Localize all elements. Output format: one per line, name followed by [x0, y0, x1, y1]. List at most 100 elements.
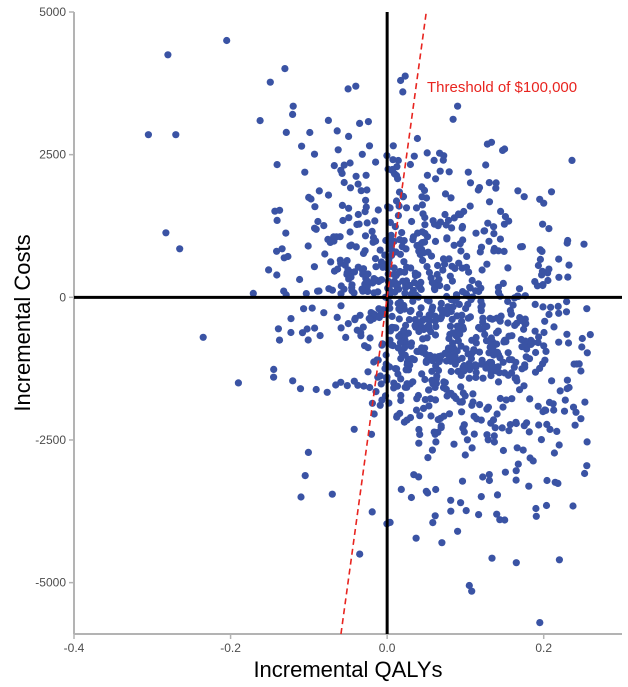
data-point — [419, 404, 428, 412]
y-tick-label: 0 — [59, 290, 66, 304]
data-point — [432, 175, 440, 183]
data-point — [409, 233, 417, 241]
data-point — [484, 403, 492, 411]
data-point — [479, 374, 487, 382]
data-point — [523, 345, 531, 353]
data-point — [490, 438, 498, 446]
data-point — [475, 510, 483, 519]
data-point — [555, 273, 563, 281]
data-point — [423, 149, 431, 157]
data-point — [507, 310, 515, 318]
data-point — [164, 51, 172, 59]
data-point — [423, 263, 431, 271]
data-point — [332, 381, 340, 389]
data-point — [539, 303, 547, 311]
data-point — [512, 476, 520, 484]
data-point — [490, 223, 498, 231]
data-point — [555, 556, 564, 564]
data-point — [458, 398, 466, 406]
data-point — [477, 416, 485, 424]
data-point — [415, 310, 424, 318]
data-point — [356, 550, 364, 558]
data-point — [532, 348, 540, 357]
data-point — [517, 335, 525, 344]
data-point — [568, 156, 576, 164]
data-point — [468, 587, 476, 595]
data-point — [441, 190, 450, 198]
data-point — [432, 438, 440, 446]
data-point — [412, 534, 420, 542]
data-point — [428, 446, 436, 454]
data-point — [469, 390, 477, 398]
data-point — [443, 392, 451, 400]
data-point — [563, 376, 572, 384]
data-point — [348, 284, 356, 292]
data-point — [554, 479, 562, 487]
data-point — [441, 210, 449, 219]
data-point — [565, 383, 573, 392]
data-point — [465, 268, 473, 276]
axes: -5000 -2500 0 2500 5000 -0.4 -0.2 0.0 0.2 — [35, 5, 622, 655]
data-point — [343, 257, 351, 265]
data-point — [458, 477, 467, 485]
data-point — [455, 259, 463, 267]
data-point — [265, 266, 273, 274]
data-point — [451, 360, 459, 368]
data-point — [432, 323, 440, 331]
data-point — [529, 457, 537, 465]
data-point — [446, 344, 454, 352]
data-point — [364, 118, 372, 126]
data-point — [424, 454, 432, 462]
data-point — [490, 351, 498, 359]
data-point — [340, 178, 348, 187]
data-point — [577, 415, 585, 423]
data-point — [367, 430, 376, 438]
data-point — [563, 330, 571, 338]
data-point — [485, 237, 493, 245]
data-point — [333, 313, 341, 321]
data-point — [354, 210, 362, 219]
data-point — [362, 171, 370, 179]
data-point — [425, 268, 433, 277]
data-point — [324, 116, 332, 124]
data-point — [393, 413, 401, 421]
data-point — [564, 273, 572, 281]
data-point — [483, 260, 491, 268]
data-point — [364, 270, 372, 278]
data-point — [435, 358, 443, 366]
data-point — [362, 196, 370, 204]
data-point — [482, 161, 490, 169]
data-point — [565, 261, 573, 269]
data-point — [448, 277, 456, 285]
data-point — [416, 241, 424, 249]
data-point — [468, 276, 476, 285]
data-point — [554, 302, 562, 310]
data-point — [458, 224, 466, 232]
data-point — [366, 334, 374, 342]
data-point — [439, 266, 447, 274]
data-point — [512, 358, 520, 366]
data-point — [402, 366, 410, 374]
y-axis-title: Incremental Costs — [10, 234, 35, 411]
data-point — [360, 382, 368, 390]
data-point — [492, 184, 500, 192]
data-point — [454, 102, 462, 110]
data-point — [436, 282, 444, 290]
data-point — [172, 131, 180, 139]
data-point — [397, 485, 405, 493]
data-point — [564, 236, 572, 245]
data-point — [519, 446, 527, 454]
data-point — [470, 346, 478, 354]
data-point — [304, 242, 312, 250]
data-point — [407, 342, 415, 350]
data-point — [340, 161, 348, 169]
data-point — [520, 193, 528, 201]
data-point — [534, 339, 542, 347]
data-point — [402, 245, 410, 253]
data-point — [282, 229, 290, 237]
data-point — [449, 339, 457, 347]
data-point — [499, 358, 507, 366]
data-point — [492, 179, 500, 187]
data-point — [454, 337, 462, 345]
data-point — [477, 303, 485, 311]
